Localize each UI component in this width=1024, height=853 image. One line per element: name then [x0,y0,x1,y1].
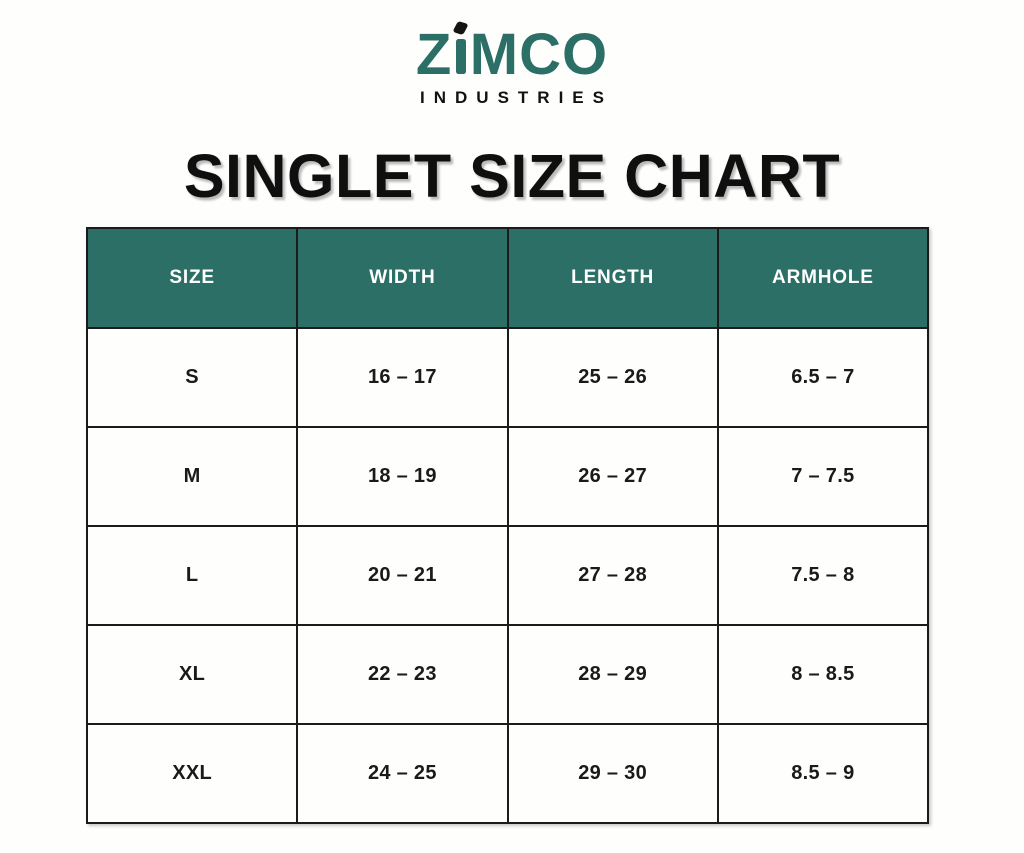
cell-l-size: L [85,525,299,626]
cell-xxl-size: XXL [85,723,299,824]
brand-subtitle: INDUSTRIES [420,88,613,107]
size-chart-table: SIZE WIDTH LENGTH ARMHOLE S 16 – 17 25 –… [85,227,930,824]
cell-m-armhole: 7 – 7.5 [716,426,930,527]
cell-l-armhole: 7.5 – 8 [716,525,930,626]
cell-m-length: 26 – 27 [506,426,719,527]
cell-m-size: M [85,426,299,527]
page-title: SINGLET SIZE CHART [183,142,841,210]
cell-s-armhole: 6.5 – 7 [716,327,930,428]
column-header-width: WIDTH [296,227,509,329]
column-header-armhole: ARMHOLE [716,227,930,329]
cell-xl-length: 28 – 29 [506,624,719,725]
brand-wordmark: Z MCO [416,20,608,84]
cell-xxl-length: 29 – 30 [506,723,719,824]
cell-s-size: S [85,327,299,428]
brand-wordmark-prefix: Z [415,22,453,87]
brand-wordmark-suffix: MCO [469,22,609,87]
cell-s-width: 16 – 17 [296,327,509,428]
table-row-l: L 20 – 21 27 – 28 7.5 – 8 [85,525,930,626]
cell-m-width: 18 – 19 [296,426,509,527]
brand-logo: Z MCO INDUSTRIES [0,20,1024,108]
cell-s-length: 25 – 26 [506,327,719,428]
cell-xl-size: XL [85,624,299,725]
size-chart-header: SIZE WIDTH LENGTH ARMHOLE [85,227,930,329]
i-dot-accent-icon [452,20,469,36]
table-row-m: M 18 – 19 26 – 27 7 – 7.5 [85,426,930,527]
cell-xl-width: 22 – 23 [296,624,509,725]
header-row: SIZE WIDTH LENGTH ARMHOLE [85,227,930,329]
size-chart-container: SIZE WIDTH LENGTH ARMHOLE S 16 – 17 25 –… [85,227,930,824]
brand-letter-i [452,20,469,74]
table-row-s: S 16 – 17 25 – 26 6.5 – 7 [85,327,930,428]
table-row-xl: XL 22 – 23 28 – 29 8 – 8.5 [85,624,930,725]
cell-xl-armhole: 8 – 8.5 [716,624,930,725]
table-row-xxl: XXL 24 – 25 29 – 30 8.5 – 9 [85,723,930,824]
cell-xxl-width: 24 – 25 [296,723,509,824]
cell-l-length: 27 – 28 [506,525,719,626]
column-header-length: LENGTH [506,227,719,329]
cell-l-width: 20 – 21 [296,525,509,626]
column-header-size: SIZE [85,227,299,329]
size-chart-body: S 16 – 17 25 – 26 6.5 – 7 M 18 – 19 26 –… [85,327,930,824]
cell-xxl-armhole: 8.5 – 9 [716,723,930,824]
